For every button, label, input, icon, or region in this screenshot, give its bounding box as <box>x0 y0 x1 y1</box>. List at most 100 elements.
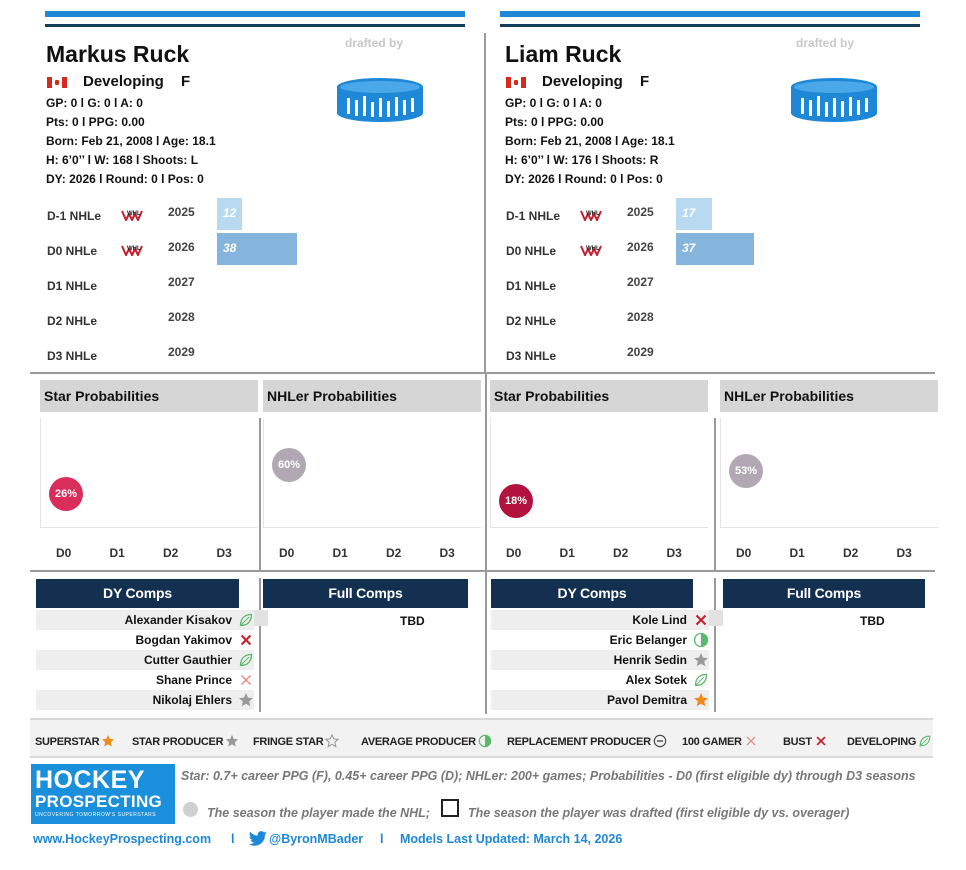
dy-comps-header: DY Comps <box>36 579 239 608</box>
bust-x-icon <box>812 736 828 748</box>
nhler-probability-bubble: 53% <box>729 453 763 488</box>
star-producer-icon <box>223 734 239 748</box>
full-comps-header: Full Comps <box>263 579 468 608</box>
developing-leaf-icon <box>238 652 254 668</box>
comp-name: Nikolaj Ehlers <box>152 693 232 707</box>
drafted-note: The season the player was drafted (first… <box>468 806 850 820</box>
legend-item: 100 GAMER <box>682 734 758 748</box>
twitter-handle-link[interactable]: @ByronMBader <box>269 832 364 846</box>
stat-line-points: Pts: 0 l PPG: 0.00 <box>46 115 145 129</box>
developing-leaf-icon <box>916 735 932 748</box>
svg-text:WHL: WHL <box>586 211 600 217</box>
stat-line-born: Born: Feb 21, 2008 l Age: 18.1 <box>505 134 675 148</box>
nhle-label: D1 NHLe <box>506 279 557 293</box>
comp-row[interactable]: Alexander Kisakov <box>36 610 254 630</box>
season-axis-label: D0 <box>56 546 72 560</box>
comp-row[interactable]: Eric Belanger <box>491 630 709 650</box>
stat-line-games: GP: 0 l G: 0 l A: 0 <box>46 96 143 110</box>
star-producer-icon <box>693 652 709 668</box>
star-probabilities-header: Star Probabilities <box>40 380 258 412</box>
whl-league-logo-icon: WHL <box>580 242 602 258</box>
comp-name: Alexander Kisakov <box>124 613 232 627</box>
stat-line-draft: DY: 2026 l Round: 0 l Pos: 0 <box>46 172 204 186</box>
nhle-bar: 38 <box>217 233 297 265</box>
twitter-bird-icon <box>248 831 267 846</box>
full-comps-header: Full Comps <box>723 579 925 608</box>
stat-line-points: Pts: 0 l PPG: 0.00 <box>505 115 604 129</box>
hockey-prospecting-logo: HOCKEY PROSPECTING UNCOVERING TOMORROW'S… <box>31 764 175 824</box>
legend-label: STAR PRODUCER <box>132 736 224 748</box>
nhle-year: 2027 <box>627 275 654 289</box>
comp-row[interactable]: Pavol Demitra <box>491 690 709 710</box>
season-axis-label: D3 <box>896 546 912 560</box>
legend-bar: SUPERSTAR STAR PRODUCER FRINGE STAR AVERAGE… <box>30 718 933 758</box>
stat-line-size: H: 6’0’’ l W: 168 l Shoots: L <box>46 153 199 167</box>
comp-name: Cutter Gauthier <box>143 653 232 667</box>
top-accent-bar-left <box>45 11 465 17</box>
fringe-star-icon <box>323 733 340 748</box>
prob-divider-left <box>259 418 261 570</box>
legend-label: FRINGE STAR <box>253 736 324 748</box>
nhle-year: 2026 <box>168 240 195 254</box>
section-divider-1 <box>30 372 935 374</box>
legend-item: BUST <box>783 734 828 748</box>
legend-item: DEVELOPING <box>847 734 932 748</box>
nhle-bar: 12 <box>217 198 242 230</box>
nhle-year: 2025 <box>168 205 195 219</box>
superstar-icon <box>693 692 709 708</box>
player-name: Liam Ruck <box>505 41 622 67</box>
comp-row[interactable]: Alex Sotek <box>491 670 709 690</box>
comp-row[interactable]: Bogdan Yakimov <box>36 630 254 650</box>
logo-text: PROSPECTING <box>35 792 163 811</box>
nhle-label: D2 NHLe <box>506 314 557 328</box>
nhle-label: D-1 NHLe <box>47 209 102 223</box>
comp-row[interactable]: Cutter Gauthier <box>36 650 254 670</box>
full-comps-value: TBD <box>860 614 885 628</box>
models-updated-text: Models Last Updated: March 14, 2026 <box>400 832 623 846</box>
canada-flag-icon <box>47 77 67 88</box>
average-producer-icon <box>476 734 492 748</box>
comp-row[interactable]: Henrik Sedin <box>491 650 709 670</box>
legend-label: 100 GAMER <box>682 736 742 748</box>
100-gamer-x-icon <box>742 736 758 748</box>
comps-scrollbar[interactable] <box>709 610 723 626</box>
developing-leaf-icon <box>238 612 254 628</box>
season-axis-label: D0 <box>279 546 295 560</box>
nhle-label: D0 NHLe <box>506 244 557 258</box>
full-comps-value: TBD <box>400 614 425 628</box>
nhle-year: 2028 <box>627 310 654 324</box>
legend-item: FRINGE STAR <box>253 733 340 748</box>
comps-scrollbar[interactable] <box>254 610 268 626</box>
whl-league-logo-icon: WHL <box>121 207 143 223</box>
comp-name: Pavol Demitra <box>606 693 687 707</box>
svg-text:WHL: WHL <box>586 246 600 252</box>
comp-row[interactable]: Shane Prince <box>36 670 254 690</box>
bust-x-icon <box>238 632 254 648</box>
panel-divider-bottom <box>485 374 487 714</box>
season-axis-label: D0 <box>736 546 752 560</box>
player-position: F <box>640 73 650 90</box>
stat-line-size: H: 6’0’’ l W: 176 l Shoots: R <box>505 153 659 167</box>
season-axis-label: D1 <box>559 546 575 560</box>
section-divider-2 <box>30 570 935 572</box>
comp-row[interactable]: Nikolaj Ehlers <box>36 690 254 710</box>
season-axis-label: D2 <box>386 546 402 560</box>
nhler-prob-plot <box>720 418 938 528</box>
svg-text:WHL: WHL <box>127 211 141 217</box>
stat-line-games: GP: 0 l G: 0 l A: 0 <box>505 96 602 110</box>
legend-label: SUPERSTAR <box>35 736 100 748</box>
puck-icon <box>337 78 423 122</box>
nhle-label: D2 NHLe <box>47 314 98 328</box>
footer-separator: l <box>231 832 235 846</box>
legend-item: REPLACEMENT PRODUCER <box>507 734 667 748</box>
nhle-label: D3 NHLe <box>47 349 98 363</box>
comp-name: Kole Lind <box>632 613 687 627</box>
comps-divider-right <box>714 578 716 712</box>
comp-row[interactable]: Kole Lind <box>491 610 709 630</box>
player-status: Developing <box>542 73 623 90</box>
star-probabilities-header: Star Probabilities <box>490 380 708 412</box>
website-link[interactable]: www.HockeyProspecting.com <box>33 832 212 846</box>
developing-leaf-icon <box>693 672 709 688</box>
nhle-label: D0 NHLe <box>47 244 98 258</box>
logo-text: HOCKEY <box>35 766 145 794</box>
